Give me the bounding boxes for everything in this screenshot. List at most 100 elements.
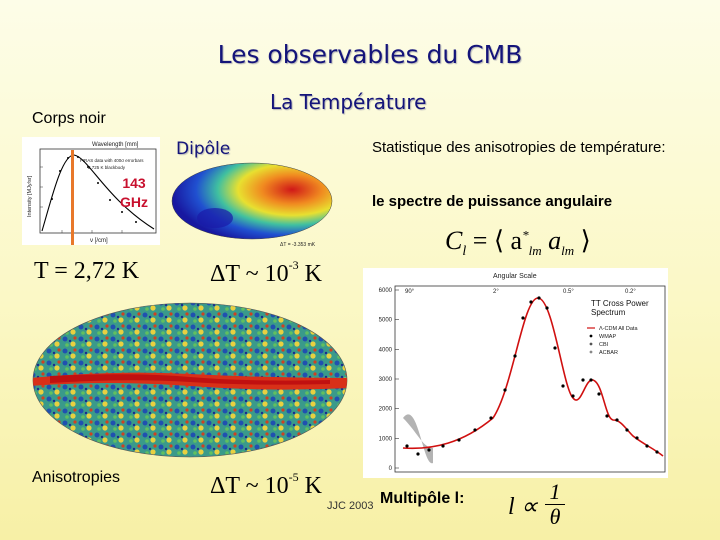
power-spectrum-panel: Angular Scale 90° 2° 0.5° 0.2° 6000 5000 4000… — [363, 268, 668, 478]
blackbody-plot: Wavelength [mm] Intensity [MJy/sr] ν [/c… — [27, 142, 157, 244]
dipole-eq-exponent: -3 — [288, 258, 299, 272]
ps-data-point — [597, 392, 601, 396]
blackbody-top-label: Wavelength [mm] — [92, 142, 139, 148]
ps-data-point — [473, 428, 477, 432]
ps-top-tick-label: 2° — [493, 289, 499, 295]
cl-star: * — [522, 227, 529, 243]
ps-data-point — [605, 414, 609, 418]
blackbody-ticks — [40, 166, 123, 233]
aniso-eq-base: ΔT ~ 10 — [210, 473, 289, 499]
ps-y-tick-label: 6000 — [379, 288, 393, 294]
credit-text: JJC 2003 — [327, 500, 374, 512]
aniso-eq-unit: K — [304, 473, 322, 499]
cl-formula-rhs: = ⟨ a — [472, 226, 523, 255]
ps-legend-entry-3: ACBAR — [599, 350, 618, 356]
ps-legend-entry-1: WMAP — [599, 334, 616, 340]
ps-data-point — [615, 418, 619, 422]
ps-top-axis-title: Angular Scale — [493, 273, 537, 280]
ps-data-points — [405, 296, 659, 456]
relation-fraction: 1 θ — [545, 480, 565, 529]
spectre-label: le spectre de puissance angulaire — [372, 193, 613, 210]
frequency-label: 143 GHz — [114, 174, 154, 212]
anisotropies-label: Anisotropies — [32, 469, 121, 486]
blackbody-spectrum-panel: Wavelength [mm] Intensity [MJy/sr] ν [/c… — [22, 137, 160, 245]
ps-y-tick-label: 2000 — [379, 407, 393, 413]
dipole-label: Dipôle — [176, 139, 231, 159]
ps-y-tick-label: 1000 — [379, 436, 393, 442]
ps-data-point — [537, 296, 541, 300]
relation-numerator: 1 — [549, 479, 561, 504]
ps-legend-entry-0: Λ-CDM All Data — [599, 326, 638, 332]
ps-data-point — [427, 448, 431, 452]
power-spectrum-plot: Angular Scale 90° 2° 0.5° 0.2° 6000 5000 4000… — [379, 273, 666, 473]
cl-sub-lm-1: lm — [528, 243, 542, 259]
ps-data-point — [553, 346, 557, 350]
ps-legend-title-2: Spectrum — [591, 308, 626, 317]
galactic-plane-band — [33, 372, 347, 390]
ps-y-tick-label: 5000 — [379, 318, 393, 324]
blackbody-curve — [41, 154, 155, 232]
ps-data-point — [521, 316, 525, 320]
ps-data-point — [503, 388, 507, 392]
aniso-eq-exponent: -5 — [288, 470, 299, 484]
frequency-marker-line — [71, 150, 74, 245]
ps-top-tick-label: 90° — [405, 289, 415, 295]
dipole-eq-base: ΔT ~ 10 — [210, 261, 289, 287]
blackbody-legend-line2: 2.725 K blackbody — [88, 165, 126, 170]
ps-data-point — [589, 378, 593, 382]
multipole-relation: l ∝ — [508, 492, 538, 521]
ps-cosmic-variance-band — [403, 414, 433, 464]
dipole-amplitude-equation: ΔT ~ 10-3 K — [210, 258, 322, 288]
ps-data-point — [529, 300, 533, 304]
dipole-eq-unit: K — [304, 261, 322, 287]
anisotropy-map — [32, 302, 348, 458]
ps-legend-entry-2: CBI — [599, 342, 609, 348]
slide-subtitle: La Température — [270, 90, 427, 114]
cl-formula-close: ⟩ — [580, 226, 591, 255]
blackbody-legend-line1: FIRAS data with 400σ errorbars — [80, 158, 144, 163]
ps-y-tick-label: 4000 — [379, 347, 393, 353]
slide-title: Les observables du CMB — [217, 40, 523, 69]
ps-data-point — [625, 428, 629, 432]
cl-formula: Cl = ⟨ a*lm alm ⟩ — [445, 226, 591, 260]
blackbody-x-label: ν [/cm] — [90, 238, 108, 244]
ps-top-tick-label: 0.2° — [625, 289, 636, 295]
ps-data-point — [405, 444, 409, 448]
anisotropy-amplitude-equation: ΔT ~ 10-5 K — [210, 470, 322, 500]
cl-formula-sub: l — [462, 244, 467, 260]
ps-top-ticks: 90° 2° 0.5° 0.2° — [405, 289, 636, 295]
ps-data-point — [489, 416, 493, 420]
ps-data-point — [441, 444, 445, 448]
ps-legend: TT Cross Power Spectrum Λ-CDM All Data W… — [587, 299, 649, 356]
dipole-map: ΔT = -3.353 mK — [171, 162, 333, 248]
ps-data-point — [513, 354, 517, 358]
ps-y-ticks: 6000 5000 4000 3000 2000 1000 0 — [379, 288, 399, 472]
cl-sub-lm-2: lm — [561, 243, 575, 259]
ps-data-point — [561, 384, 565, 388]
temperature-equation: T = 2,72 K — [34, 258, 140, 284]
relation-denominator: θ — [545, 504, 565, 529]
cl-formula-rhs2: a — [541, 226, 562, 255]
multipole-label: Multipôle l: — [380, 490, 465, 507]
cl-formula-lhs: C — [445, 226, 463, 255]
ps-data-point — [655, 450, 659, 454]
ps-data-point — [545, 306, 549, 310]
ps-y-tick-label: 3000 — [379, 377, 393, 383]
anisotropy-map-panel — [30, 300, 350, 460]
ps-data-point — [645, 444, 649, 448]
ps-data-point — [581, 378, 585, 382]
dipole-map-panel: ΔT = -3.353 mK — [170, 160, 335, 248]
ps-data-point — [635, 436, 639, 440]
dipole-caption: ΔT = -3.353 mK — [280, 242, 316, 248]
ps-data-point — [416, 452, 420, 456]
corps-noir-label: Corps noir — [32, 110, 106, 127]
ps-data-point — [571, 394, 575, 398]
ps-data-point — [457, 438, 461, 442]
blackbody-y-label: Intensity [MJy/sr] — [27, 175, 33, 217]
ps-top-tick-label: 0.5° — [563, 289, 574, 295]
statistique-text: Statistique des anisotropies de températ… — [372, 139, 666, 156]
firas-points — [51, 156, 137, 223]
frequency-value: 143 — [122, 175, 146, 191]
ps-legend-title-1: TT Cross Power — [591, 299, 649, 308]
ps-y-tick-label: 0 — [389, 466, 393, 472]
